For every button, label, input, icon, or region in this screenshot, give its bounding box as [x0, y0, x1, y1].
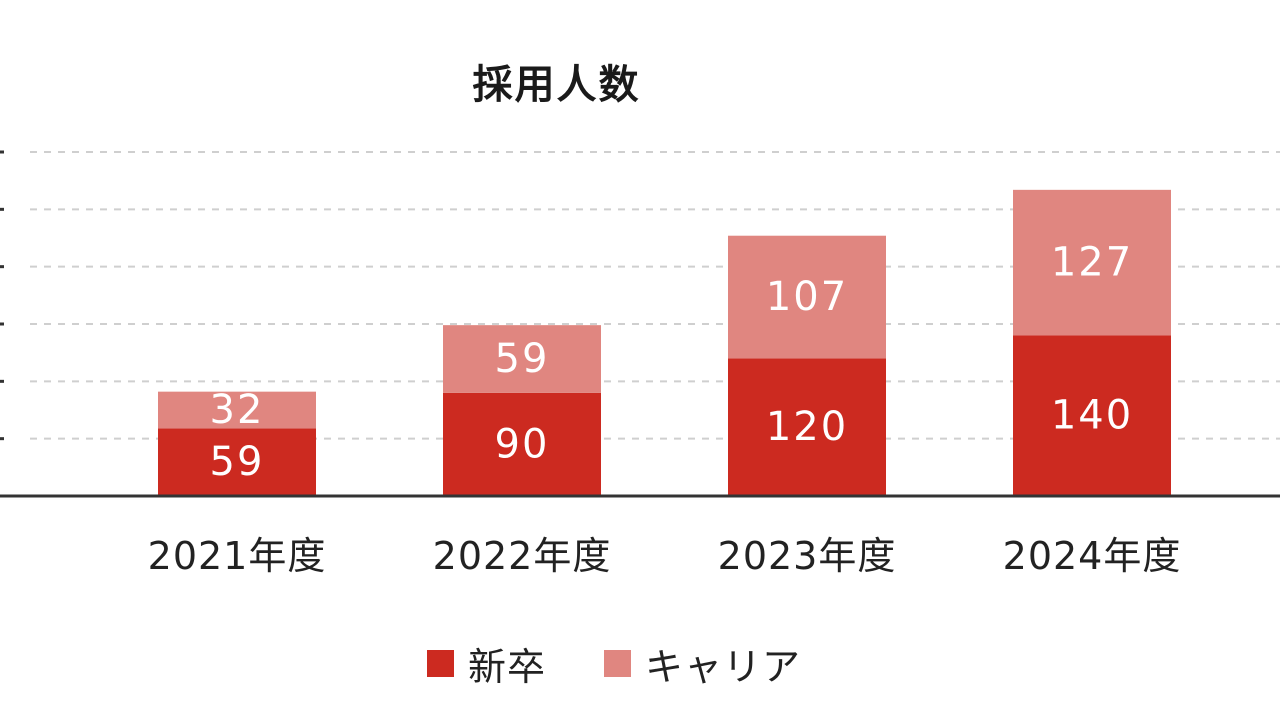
legend-item-career: キャリア [604, 636, 801, 691]
legend-swatch-career [604, 650, 631, 677]
chart-title: 採用人数 [472, 62, 641, 108]
bar-shinsotsu [158, 428, 316, 496]
data-label-shinsotsu: 90 [495, 421, 550, 467]
bars [158, 189, 1171, 496]
data-label-career: 127 [1051, 240, 1133, 286]
x-tick-label: 2023年度 [718, 534, 897, 578]
x-tick-label: 2024年度 [1003, 534, 1182, 578]
bar-labels: 59 32 90 59 120 107 140 127 [210, 240, 1133, 486]
data-label-career: 59 [495, 336, 550, 382]
bar-career [728, 235, 886, 359]
bar-career [443, 325, 601, 393]
data-label-shinsotsu: 59 [210, 439, 265, 485]
x-tick-label: 2021年度 [148, 534, 327, 578]
bar-shinsotsu [728, 358, 886, 496]
bar-career [1013, 189, 1171, 336]
category-labels: 2021年度 2022年度 2023年度 2024年度 [148, 534, 1182, 578]
data-label-shinsotsu: 120 [766, 404, 848, 450]
legend-swatch-shinsotsu [426, 650, 454, 677]
bar-shinsotsu [1013, 335, 1171, 496]
legend: 新卒 キャリア [0, 636, 1228, 691]
bar-career [158, 391, 316, 429]
data-label-career: 32 [210, 387, 265, 433]
data-label-career: 107 [766, 274, 848, 320]
legend-label-shinsotsu: 新卒 [467, 645, 546, 689]
data-label-shinsotsu: 140 [1051, 393, 1133, 439]
bar-shinsotsu [443, 392, 601, 496]
x-tick-label: 2022年度 [433, 534, 612, 578]
legend-label-career: キャリア [645, 645, 802, 689]
legend-item-shinsotsu: 新卒 [426, 636, 546, 691]
